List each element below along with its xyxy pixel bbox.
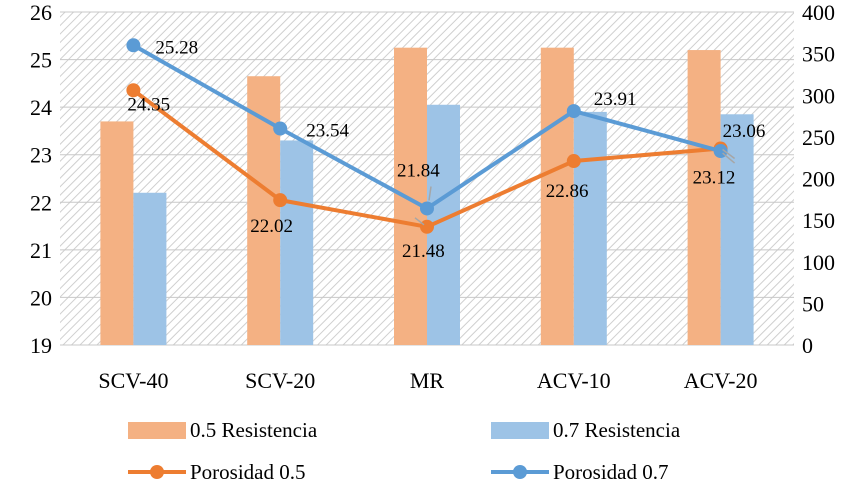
bar-0-4: [687, 50, 721, 346]
legend-label: Porosidad 0.5: [190, 460, 306, 484]
left-tick-label: 26: [30, 0, 52, 25]
left-tick-label: 22: [30, 190, 52, 215]
right-tick-label: 300: [802, 83, 835, 108]
category-labels: SCV-40 SCV-20 MR ACV-10 ACV-20: [98, 368, 757, 393]
right-tick-label: 200: [802, 167, 835, 192]
data-label: 23.06: [723, 121, 766, 142]
legend-swatch-0: [128, 422, 186, 439]
category-label: ACV-10: [537, 368, 611, 393]
point-0-1: [273, 193, 288, 208]
right-tick-label: 150: [802, 208, 835, 233]
legend-swatch-1: [491, 422, 549, 439]
right-tick-label: 400: [802, 0, 835, 25]
point-1-1: [273, 121, 288, 136]
leader-line: [428, 186, 432, 201]
point-1-2: [420, 201, 434, 216]
right-tick-label: 50: [802, 291, 824, 316]
point-0-3: [566, 154, 581, 169]
bar-0-3: [540, 47, 574, 346]
data-label: 21.48: [402, 241, 445, 262]
right-axis-ticks: 0 50 100 150 200 250 300 350 400: [802, 0, 835, 358]
point-0-0: [126, 83, 141, 98]
legend-marker-3: [513, 465, 527, 479]
left-tick-label: 19: [30, 333, 52, 358]
left-axis-ticks: 19 20 21 22 23 24 25 26: [30, 0, 52, 358]
bar-0-1: [247, 76, 281, 345]
line-series: [126, 38, 728, 234]
legend: 0.5 Resistencia 0.7 Resistencia Porosidad …: [128, 418, 681, 484]
point-0-2: [420, 219, 434, 234]
right-tick-label: 350: [802, 42, 835, 67]
bar-1-0: [133, 192, 167, 345]
bar-1-1: [280, 140, 314, 345]
bar-0-0: [100, 121, 134, 346]
legend-label: Porosidad 0.7: [553, 460, 669, 484]
bar-0-2: [394, 47, 427, 346]
data-label: 24.35: [127, 94, 170, 115]
legend-marker-2: [150, 465, 164, 479]
category-label: ACV-20: [684, 368, 758, 393]
data-label: 22.02: [250, 216, 293, 237]
left-tick-label: 23: [30, 143, 52, 168]
point-1-0: [126, 38, 141, 53]
leader-line: [722, 152, 736, 164]
category-label: SCV-20: [245, 368, 315, 393]
data-label: 25.28: [155, 37, 198, 58]
point-1-3: [566, 104, 581, 119]
legend-label: 0.5 Resistencia: [190, 418, 318, 442]
data-labels: 24.35 22.02 21.48 22.86 23.12 25.28 23.54 21.84…: [127, 37, 765, 261]
legend-label: 0.7 Resistencia: [553, 418, 681, 442]
left-tick-label: 21: [30, 238, 52, 263]
data-label: 23.54: [306, 121, 349, 142]
data-label: 21.84: [397, 160, 440, 181]
leader-line: [414, 217, 425, 226]
bar-1-3: [573, 111, 607, 346]
left-tick-label: 24: [30, 95, 52, 120]
data-label: 23.12: [693, 168, 736, 189]
right-tick-label: 100: [802, 250, 835, 275]
right-tick-label: 250: [802, 125, 835, 150]
data-label: 22.86: [546, 181, 589, 202]
category-label: MR: [410, 368, 445, 393]
category-label: SCV-40: [98, 368, 168, 393]
leader-line: [722, 148, 736, 160]
bar-series: [100, 47, 754, 346]
left-tick-label: 25: [30, 48, 52, 73]
right-tick-label: 0: [802, 333, 813, 358]
data-label: 23.91: [594, 89, 637, 110]
left-tick-label: 20: [30, 285, 52, 310]
